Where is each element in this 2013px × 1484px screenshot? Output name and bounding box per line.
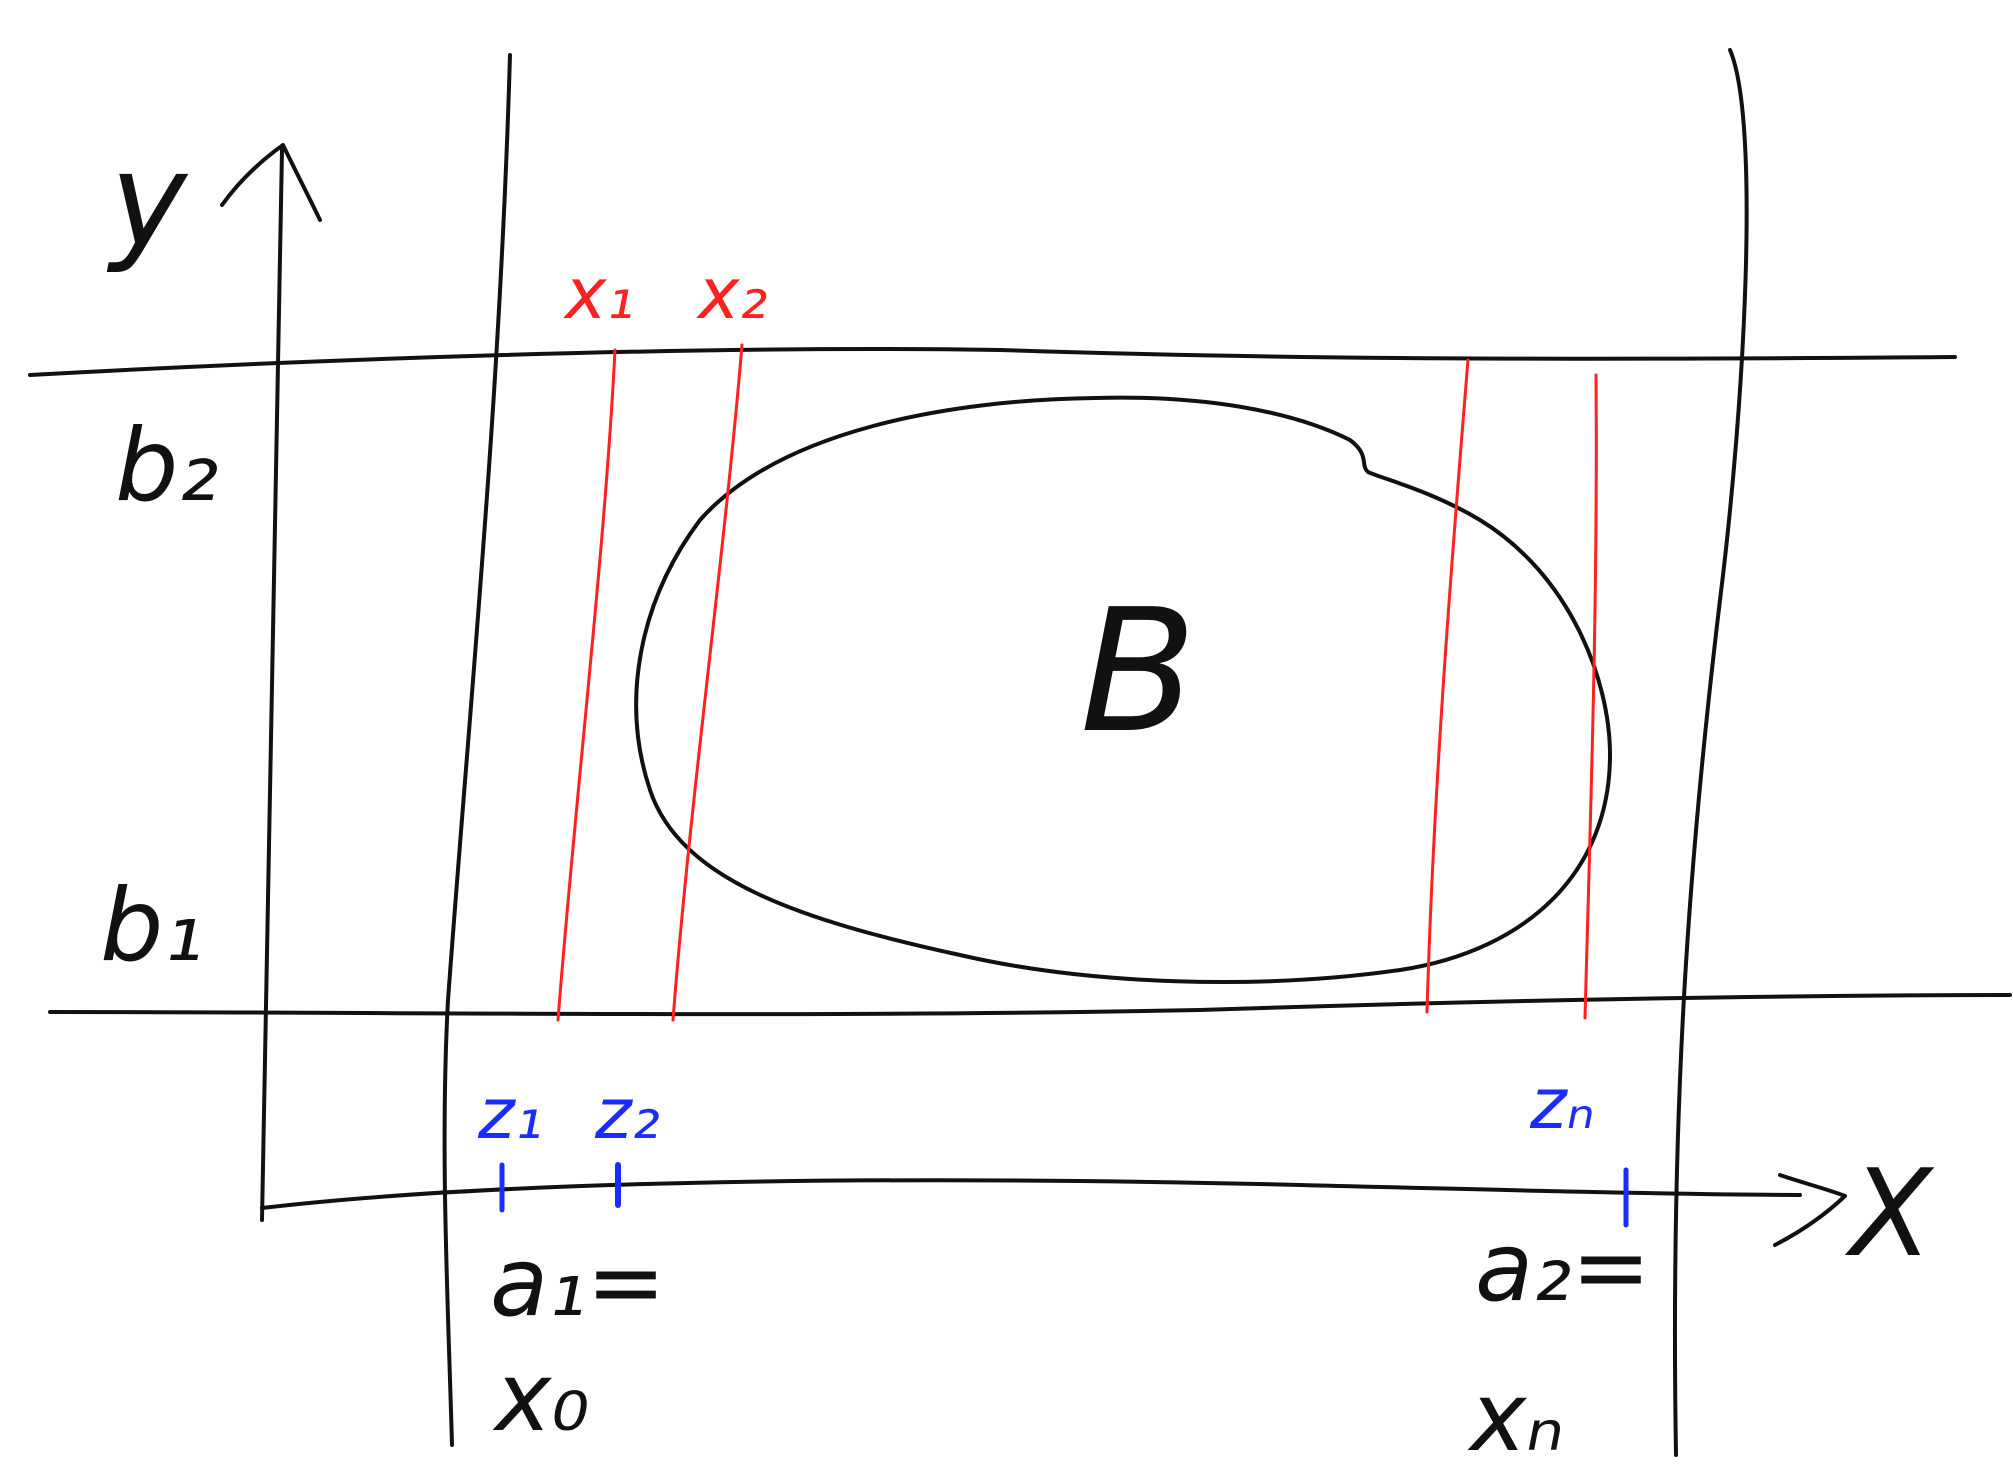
label-z2: z₂ <box>594 1073 660 1155</box>
label-b1: b₁ <box>100 867 204 984</box>
y-axis-label: y <box>106 124 189 276</box>
line-b1 <box>48 993 2012 1017</box>
label-region-b: B <box>1080 573 1197 771</box>
x-axis <box>260 1178 1802 1210</box>
red-line-x1 <box>556 348 617 1022</box>
line-b2 <box>28 347 1957 377</box>
label-x1: x₁ <box>563 253 635 335</box>
x-axis-arrowhead <box>1773 1173 1847 1247</box>
x-axis-label: X <box>1844 1145 1935 1284</box>
label-b2: b₂ <box>115 407 219 524</box>
line-a2 <box>1672 48 1749 1457</box>
label-xn: xₙ <box>1467 1363 1564 1473</box>
y-axis <box>260 148 284 1222</box>
red-line-3 <box>1425 358 1470 1014</box>
red-line-x2 <box>671 343 744 1022</box>
label-z1: z₁ <box>477 1073 543 1155</box>
region-b-outline <box>634 395 1612 984</box>
label-a1: a₁= <box>490 1228 666 1338</box>
label-x0: x₀ <box>492 1343 589 1453</box>
label-x2: x₂ <box>696 253 768 335</box>
y-axis-arrowhead <box>220 143 322 222</box>
red-line-4 <box>1583 373 1598 1020</box>
label-a2: a₂= <box>1475 1213 1651 1323</box>
label-zn: zₙ <box>1529 1063 1595 1145</box>
line-a1 <box>442 53 512 1447</box>
